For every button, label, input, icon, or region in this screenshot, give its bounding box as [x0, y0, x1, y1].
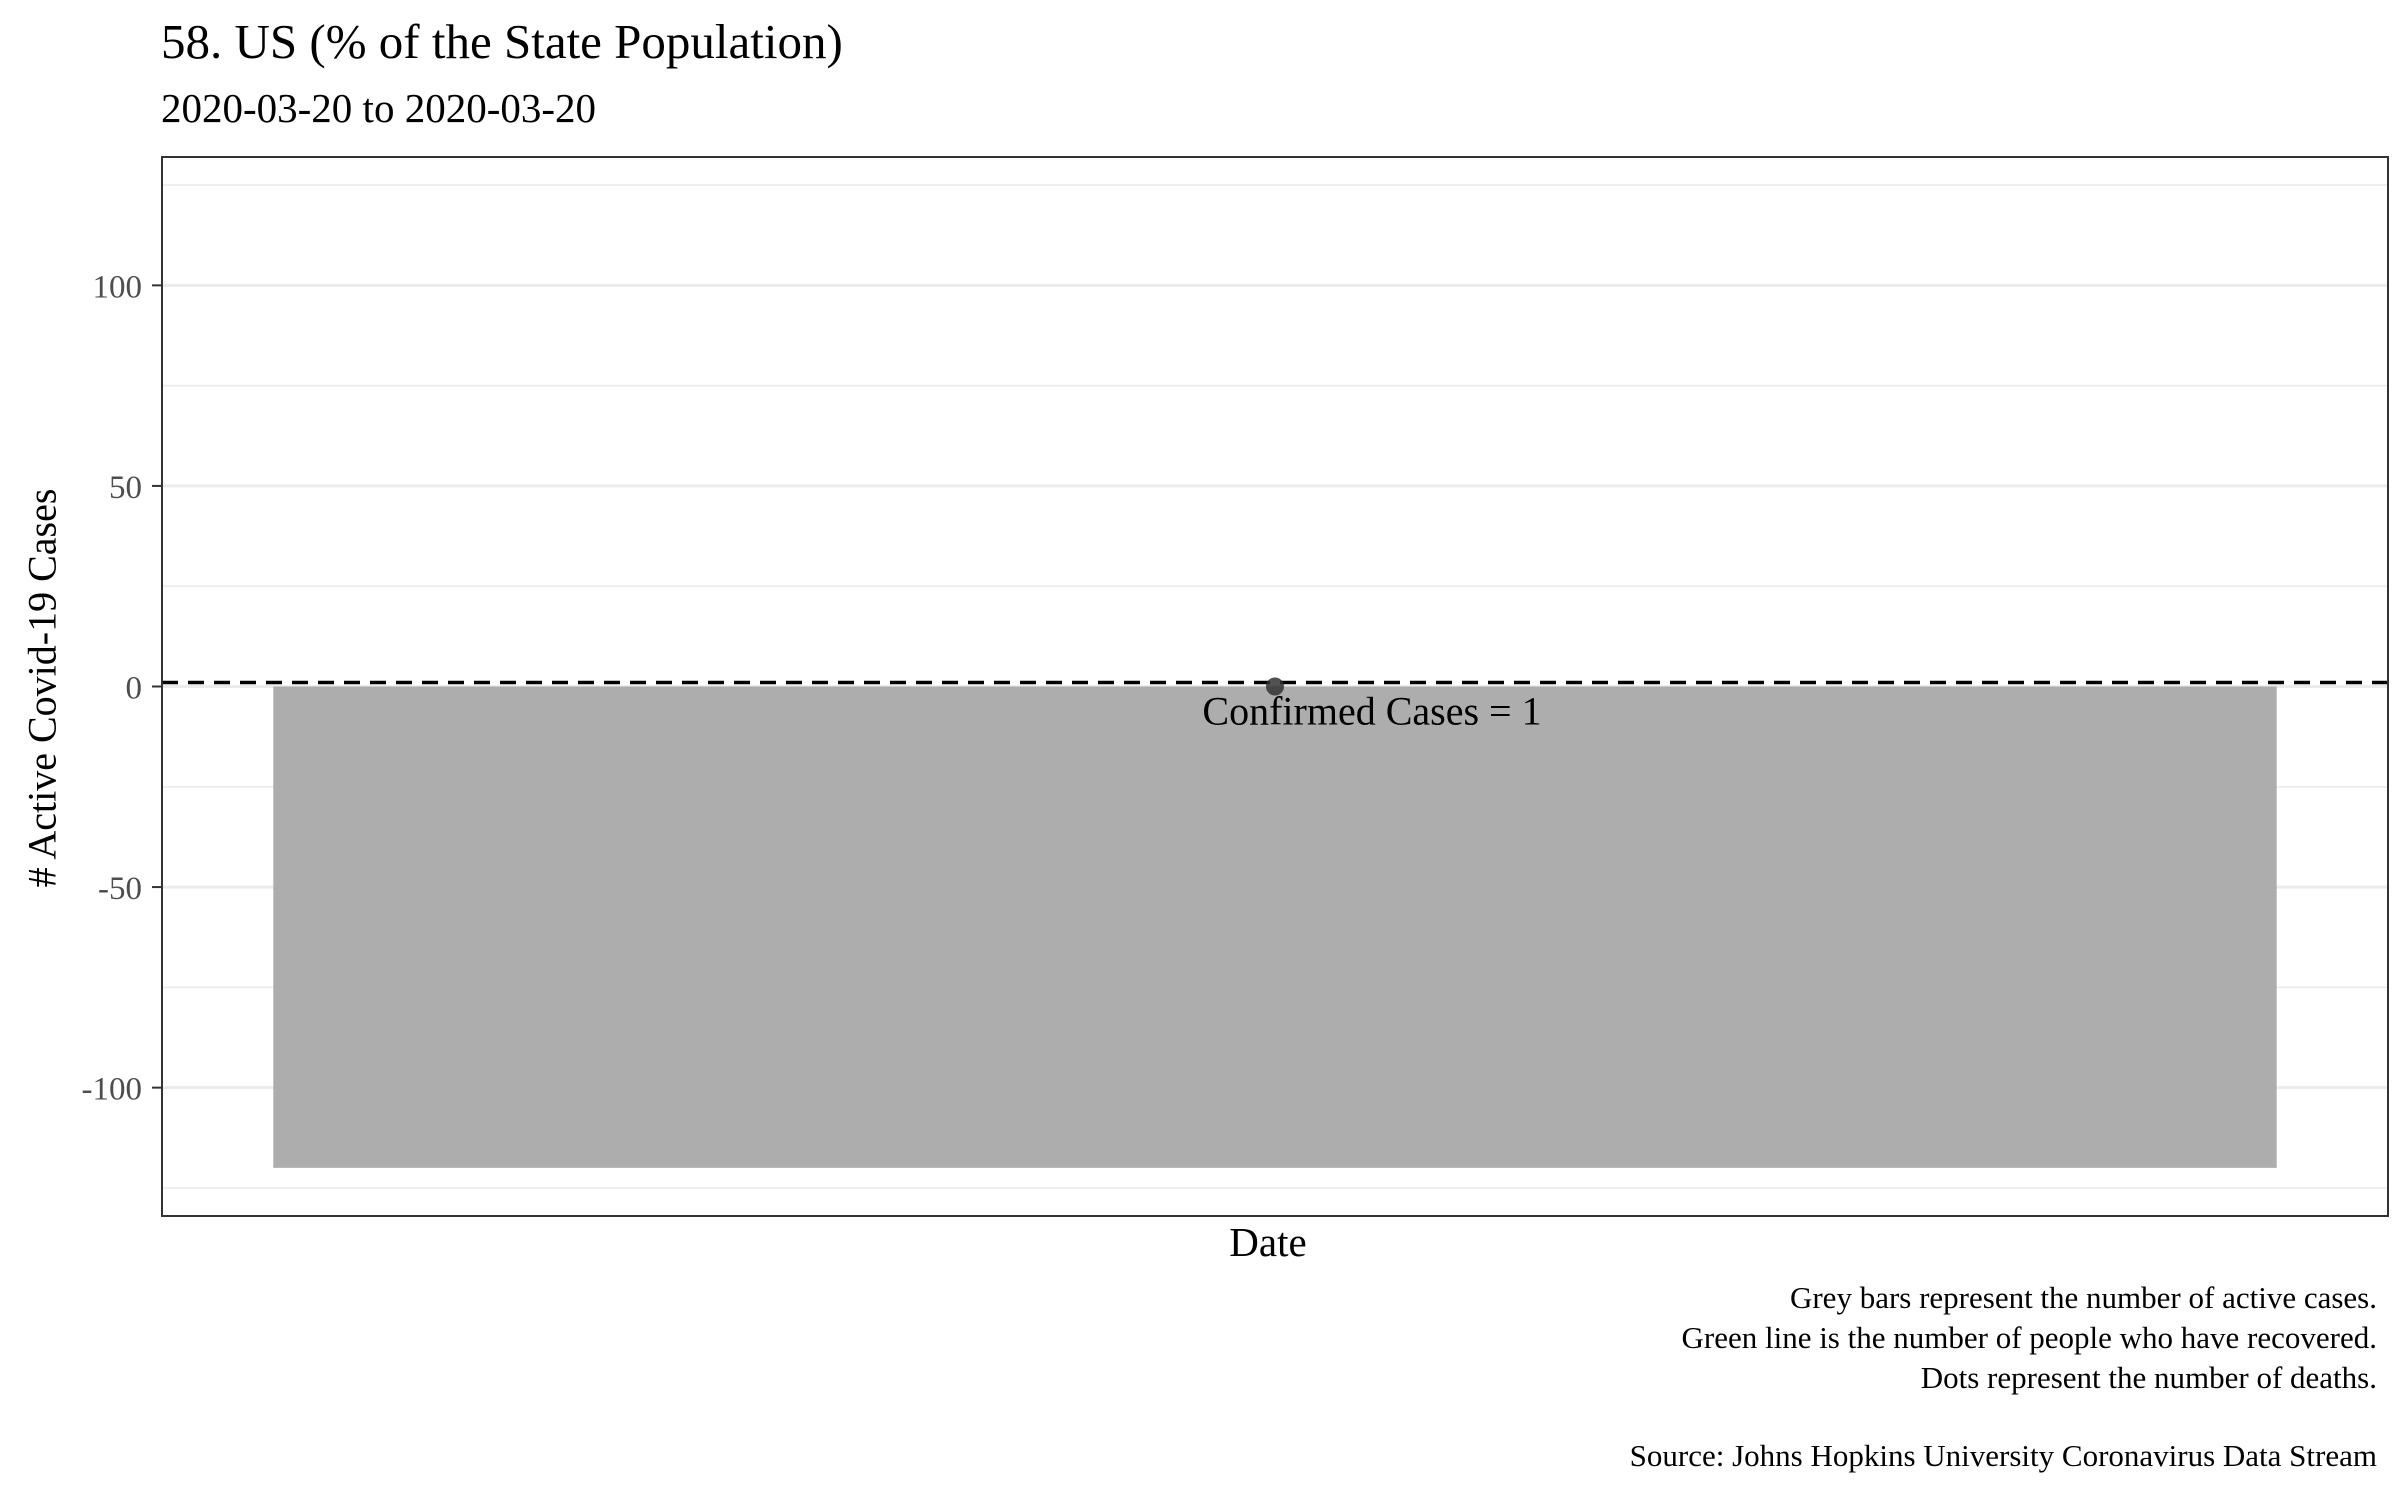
x-axis-label: Date	[1229, 1219, 1307, 1265]
y-tick-label: 100	[93, 269, 143, 305]
caption-source: Source: Johns Hopkins University Coronav…	[1629, 1438, 2377, 1473]
y-axis-label: # Active Covid-19 Cases	[19, 488, 65, 888]
y-tick-label: 50	[109, 470, 142, 506]
y-tick-label: -100	[82, 1072, 143, 1108]
caption-line-deaths: Dots represent the number of deaths.	[1920, 1360, 2377, 1395]
chart-subtitle: 2020-03-20 to 2020-03-20	[161, 85, 597, 131]
chart-caption: Grey bars represent the number of active…	[1630, 1278, 2377, 1476]
deaths-dot	[1266, 677, 1284, 696]
y-tick-label: 0	[126, 671, 143, 707]
caption-line-recovered: Green line is the number of people who h…	[1681, 1320, 2377, 1355]
y-tick-label: -50	[98, 871, 142, 907]
chart-title: 58. US (% of the State Population)	[161, 14, 843, 69]
confirmed-cases-annotation: Confirmed Cases = 1	[1202, 689, 1541, 734]
active-cases-bar	[273, 686, 2277, 1168]
caption-line-bars: Grey bars represent the number of active…	[1789, 1280, 2377, 1315]
